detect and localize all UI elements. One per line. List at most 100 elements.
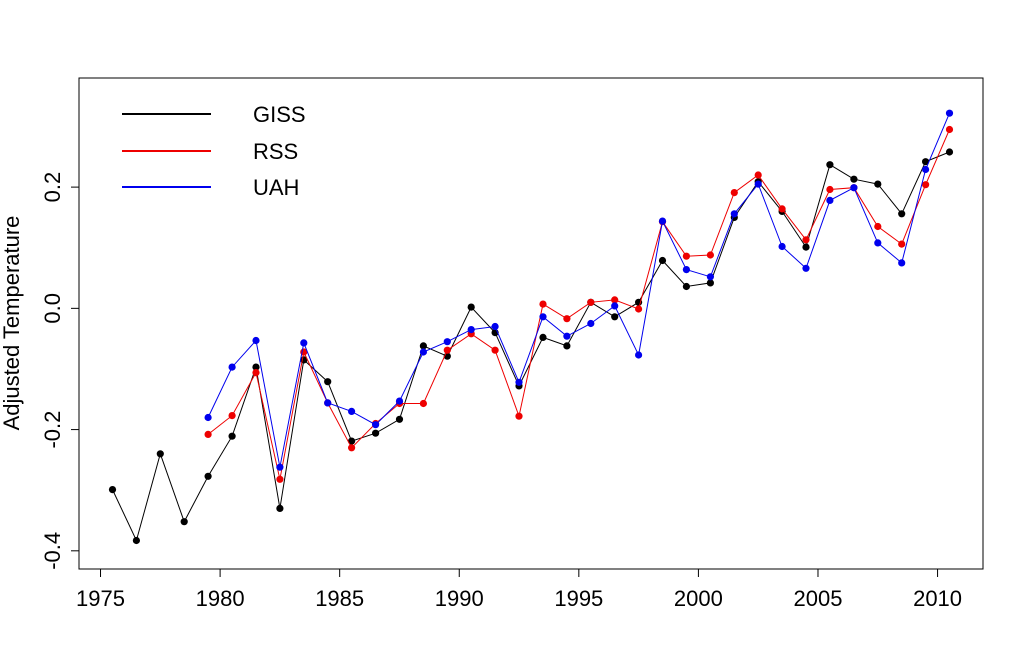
legend-label-uah: UAH	[253, 175, 299, 200]
y-axis: -0.4 -0.2 0.0 0.2	[40, 172, 80, 570]
data-point-giss	[419, 342, 427, 350]
data-point-uah	[635, 351, 643, 359]
data-point-giss	[252, 363, 260, 371]
data-point-uah	[730, 210, 738, 218]
data-point-giss	[395, 415, 404, 423]
data-point-uah	[539, 313, 547, 321]
data-point-giss	[826, 161, 834, 169]
data-point-rss	[898, 240, 906, 248]
data-point-rss	[635, 305, 643, 313]
data-point-uah	[228, 363, 236, 371]
data-point-uah	[419, 348, 427, 356]
data-point-giss	[611, 313, 619, 321]
plot-frame	[78, 77, 984, 570]
data-point-giss	[898, 210, 906, 218]
series-line-rss	[207, 129, 950, 480]
data-point-rss	[348, 444, 356, 452]
data-point-uah	[778, 242, 786, 251]
data-point-uah	[682, 266, 691, 274]
data-point-uah	[515, 378, 523, 386]
data-point-uah	[826, 196, 834, 204]
data-point-giss	[850, 175, 858, 183]
legend-label-rss: RSS	[253, 139, 298, 164]
data-point-giss	[563, 342, 571, 350]
x-axis: 1975 1980 1985 1990 1995 2000 2005 2010	[76, 568, 962, 611]
data-point-rss	[228, 412, 236, 420]
legend-label-giss: GISS	[253, 102, 306, 127]
data-point-uah	[850, 184, 858, 192]
data-point-uah	[802, 264, 810, 272]
data-point-giss	[228, 432, 236, 440]
y-tick-label: -0.4	[40, 532, 65, 570]
data-point-rss	[443, 346, 451, 354]
data-point-uah	[874, 239, 882, 247]
data-point-rss	[682, 252, 691, 260]
data-point-giss	[108, 486, 117, 494]
data-point-giss	[922, 158, 930, 166]
data-point-uah	[252, 336, 260, 345]
data-point-uah	[587, 319, 595, 328]
data-point-rss	[874, 222, 882, 231]
data-point-uah	[563, 332, 571, 340]
x-tick-label: 1990	[435, 586, 484, 611]
data-point-uah	[922, 165, 930, 174]
data-point-giss	[682, 282, 691, 291]
data-point-giss	[204, 472, 212, 480]
data-point-rss	[276, 475, 284, 483]
series-line-uah	[207, 113, 950, 468]
x-tick-label: 1995	[554, 586, 603, 611]
data-point-rss	[826, 185, 834, 194]
data-point-giss	[180, 518, 188, 526]
data-point-rss	[945, 125, 954, 134]
data-point-giss	[324, 378, 332, 386]
data-point-uah	[443, 338, 451, 346]
data-point-rss	[587, 298, 595, 306]
data-point-giss	[467, 303, 475, 311]
data-point-giss	[874, 180, 882, 188]
data-point-uah	[467, 326, 475, 334]
data-point-uah	[348, 407, 356, 415]
data-point-giss	[539, 333, 547, 341]
data-point-rss	[754, 171, 762, 179]
data-point-giss	[945, 148, 954, 156]
data-point-giss	[276, 504, 284, 512]
data-point-giss	[706, 279, 715, 287]
data-point-uah	[706, 273, 715, 281]
data-point-rss	[252, 369, 260, 377]
x-tick-label: 1980	[196, 586, 245, 611]
data-point-uah	[276, 463, 284, 471]
data-point-uah	[898, 259, 906, 267]
data-point-uah	[754, 180, 762, 188]
data-point-uah	[611, 302, 619, 310]
data-point-rss	[778, 205, 786, 213]
data-point-giss	[802, 243, 810, 251]
x-tick-label: 2005	[794, 586, 843, 611]
series-layer	[108, 109, 954, 545]
data-point-rss	[802, 236, 810, 244]
data-point-uah	[300, 339, 308, 347]
data-point-rss	[491, 346, 499, 354]
y-tick-label: 0.0	[40, 293, 65, 324]
data-point-uah	[395, 397, 404, 405]
data-point-uah	[658, 217, 667, 225]
data-point-uah	[204, 413, 212, 422]
data-point-rss	[611, 296, 619, 304]
data-point-rss	[706, 251, 715, 259]
data-point-rss	[539, 300, 547, 308]
x-tick-label: 1975	[76, 586, 125, 611]
x-tick-label: 2010	[913, 586, 962, 611]
y-axis-label: Adjusted Temperature	[0, 216, 24, 431]
data-point-giss	[132, 536, 140, 545]
data-point-uah	[945, 109, 954, 117]
data-point-uah	[324, 399, 332, 407]
y-tick-label: -0.2	[40, 411, 65, 449]
x-tick-label: 2000	[674, 586, 723, 611]
data-point-rss	[515, 412, 523, 420]
data-point-rss	[563, 315, 571, 323]
data-point-rss	[204, 430, 212, 438]
data-point-rss	[419, 399, 427, 408]
data-point-rss	[730, 189, 738, 197]
legend: GISS RSS UAH	[122, 102, 306, 200]
data-point-giss	[658, 256, 667, 265]
